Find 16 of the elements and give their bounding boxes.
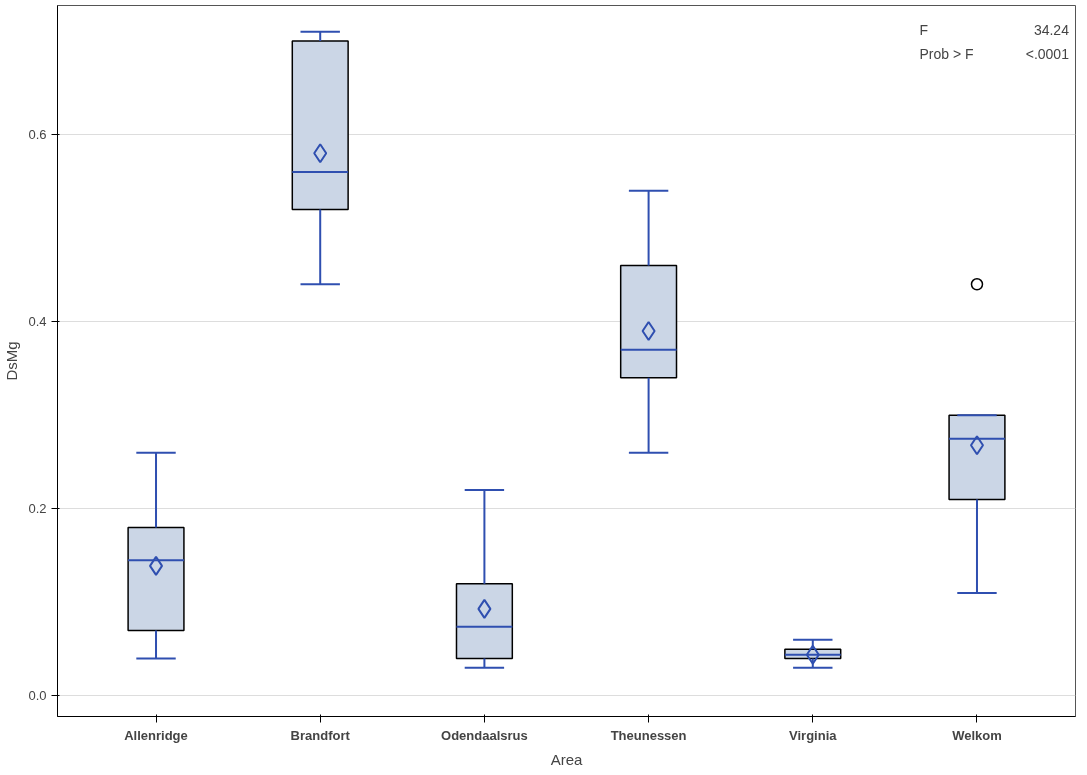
- x-tick-label: Theunessen: [610, 727, 687, 743]
- x-tick-label: Brandfort: [290, 727, 351, 743]
- x-tick-label: Odendaalsrus: [441, 727, 528, 743]
- annotation: 34.24: [1033, 22, 1070, 39]
- y-axis-title: DsMg: [3, 341, 21, 381]
- annotation: <.0001: [1025, 45, 1070, 62]
- x-tick-label: Welkom: [952, 727, 1002, 743]
- y-tick-label: 0.4: [28, 314, 47, 330]
- annotation: F: [919, 22, 929, 39]
- y-tick-label: 0.2: [28, 501, 47, 517]
- annotation: Prob > F: [919, 45, 974, 62]
- x-tick-label: Virginia: [789, 727, 838, 743]
- x-tick-label: Allenridge: [124, 727, 188, 743]
- x-axis-title: Area: [550, 750, 583, 768]
- y-tick-label: 0.6: [28, 127, 47, 143]
- y-tick-label: 0.0: [28, 688, 47, 704]
